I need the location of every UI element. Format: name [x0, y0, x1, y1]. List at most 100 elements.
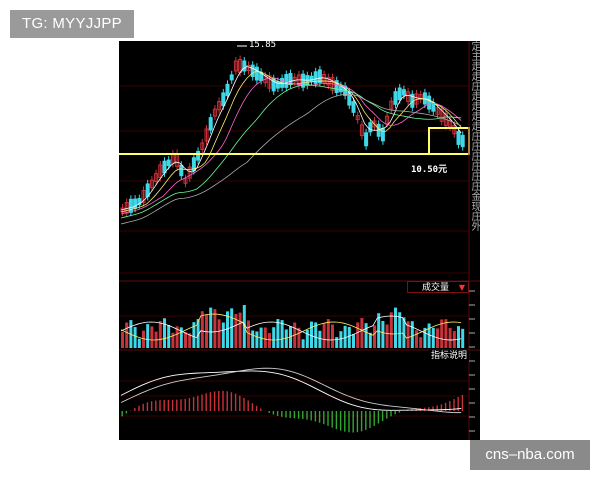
volume-bar: [415, 330, 418, 348]
macd-line: [120, 370, 462, 411]
candle-body: [221, 92, 226, 107]
candle-body: [267, 75, 272, 89]
macd-bar: [390, 411, 392, 417]
volume-bar: [171, 332, 175, 348]
candle-body: [154, 173, 159, 183]
macd-bar: [331, 411, 333, 428]
macd-bar: [314, 411, 317, 422]
volume-bar: [326, 319, 330, 348]
candle-body: [351, 101, 356, 113]
volume-bar: [146, 324, 150, 348]
macd-bar: [171, 399, 174, 411]
macd-bar: [247, 400, 249, 411]
macd-bar: [386, 411, 388, 419]
volume-bar: [272, 327, 276, 348]
volume-bar: [247, 320, 250, 348]
volume-bars: [121, 305, 465, 348]
candle-body: [313, 71, 318, 84]
macd-bar: [142, 403, 144, 411]
candle-body: [435, 107, 440, 115]
candle-body: [128, 198, 133, 213]
volume-panel-label[interactable]: 成交量 ▼: [407, 281, 469, 293]
volume-bar: [444, 319, 448, 348]
candle-body: [317, 69, 322, 84]
candle-body: [406, 91, 411, 102]
stock-chart: 15.85 10.50元 定主走走庄走走走走庄庄庄庄庄庄金现庄外 成交量 ▼ 指…: [119, 41, 480, 440]
volume-bar: [431, 327, 435, 348]
macd-lines: [120, 367, 462, 414]
volume-bar: [364, 323, 368, 348]
candle-body: [456, 131, 461, 145]
macd-bar: [205, 393, 207, 411]
candle-body: [204, 128, 209, 142]
volume-bar: [318, 330, 322, 348]
macd-bar: [457, 396, 459, 411]
candle-body: [380, 127, 385, 142]
dropdown-arrow-icon[interactable]: ▼: [458, 283, 465, 292]
macd-bar: [121, 411, 123, 417]
candle-body: [389, 100, 394, 110]
macd-bar: [251, 403, 254, 411]
macd-bar: [398, 411, 401, 413]
candle-body: [271, 78, 276, 92]
macd-bar: [293, 411, 296, 419]
macd-bar: [348, 411, 350, 433]
volume-bar: [234, 313, 238, 348]
macd-line: [120, 367, 462, 414]
candle-body: [217, 100, 222, 111]
volume-bar: [209, 307, 213, 348]
macd-bar: [306, 411, 308, 420]
macd-bar: [444, 402, 447, 411]
macd-bar: [449, 401, 451, 411]
macd-bar: [180, 399, 182, 411]
macd-bar: [213, 391, 216, 411]
volume-bar: [188, 333, 192, 348]
macd-bar: [285, 411, 287, 418]
macd-bar: [226, 391, 228, 411]
volume-bar: [385, 324, 389, 348]
volume-bar: [251, 330, 255, 348]
candle-body: [460, 134, 465, 148]
macd-bar: [218, 390, 220, 411]
macd-bar: [281, 411, 283, 417]
candle-body: [364, 132, 369, 147]
macd-bar: [453, 399, 455, 411]
candle-body: [422, 92, 427, 105]
macd-bar: [289, 411, 291, 418]
volume-bar: [167, 324, 171, 348]
indicator-panel-label[interactable]: 指标说明: [429, 350, 469, 362]
chart-grid: [119, 85, 469, 417]
macd-bar: [373, 411, 375, 426]
volume-bar: [427, 323, 431, 348]
ma-line: [120, 93, 462, 225]
candle-body: [162, 160, 167, 174]
volume-bar: [305, 329, 309, 348]
candle-body: [179, 164, 184, 177]
candle-body: [149, 179, 154, 189]
macd-bar: [432, 406, 434, 411]
macd-bar: [377, 411, 380, 424]
volume-bar: [373, 325, 376, 348]
macd-bar: [184, 398, 186, 411]
candle-body: [385, 115, 390, 125]
volume-bar: [184, 332, 187, 348]
macd-bar: [239, 395, 241, 411]
macd-bar: [356, 411, 359, 433]
volume-bar: [343, 325, 347, 348]
macd-bar: [394, 411, 396, 415]
ma-line: [120, 84, 462, 219]
candle-body: [452, 124, 457, 135]
candle-body: [372, 120, 377, 128]
volume-bar: [217, 319, 221, 348]
volume-bar: [238, 312, 242, 348]
macd-bar: [138, 405, 140, 411]
macd-bar: [440, 404, 443, 411]
candle-body: [443, 112, 448, 127]
volume-bar: [142, 330, 145, 348]
candle-body: [355, 115, 360, 121]
macd-bar: [381, 411, 384, 422]
price-candles: [120, 55, 465, 218]
volume-bar: [461, 328, 465, 348]
volume-bar: [125, 322, 129, 348]
macd-bar: [188, 397, 191, 411]
